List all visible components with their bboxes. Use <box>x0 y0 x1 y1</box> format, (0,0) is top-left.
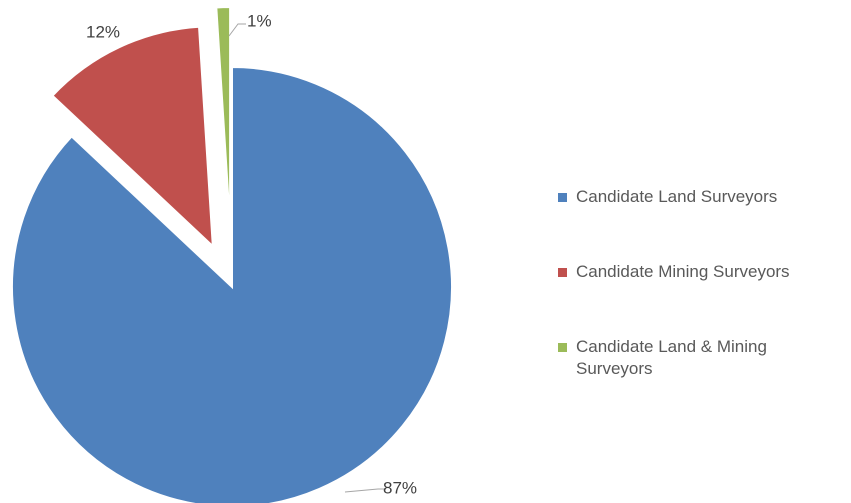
data-label: 12% <box>86 22 120 41</box>
pie-slice <box>51 25 214 249</box>
legend-label: Candidate Mining Surveyors <box>576 262 790 281</box>
legend-swatch <box>558 268 567 277</box>
legend-label: Candidate Land & Mining Surveyors <box>576 337 767 378</box>
legend-item: Candidate Mining Surveyors <box>558 261 838 283</box>
pie-slice <box>215 6 232 228</box>
legend-item: Candidate Land & Mining Surveyors <box>558 336 838 380</box>
legend-swatch <box>558 193 567 202</box>
data-label: 87% <box>383 478 417 497</box>
legend-swatch <box>558 343 567 352</box>
pie-slice <box>11 65 453 503</box>
data-label: 1% <box>247 11 272 30</box>
legend-item: Candidate Land Surveyors <box>558 186 838 208</box>
legend-label: Candidate Land Surveyors <box>576 187 778 206</box>
leader-line <box>344 488 386 493</box>
legend: Candidate Land Surveyors Candidate Mining… <box>558 186 838 433</box>
leader-line <box>228 23 246 37</box>
